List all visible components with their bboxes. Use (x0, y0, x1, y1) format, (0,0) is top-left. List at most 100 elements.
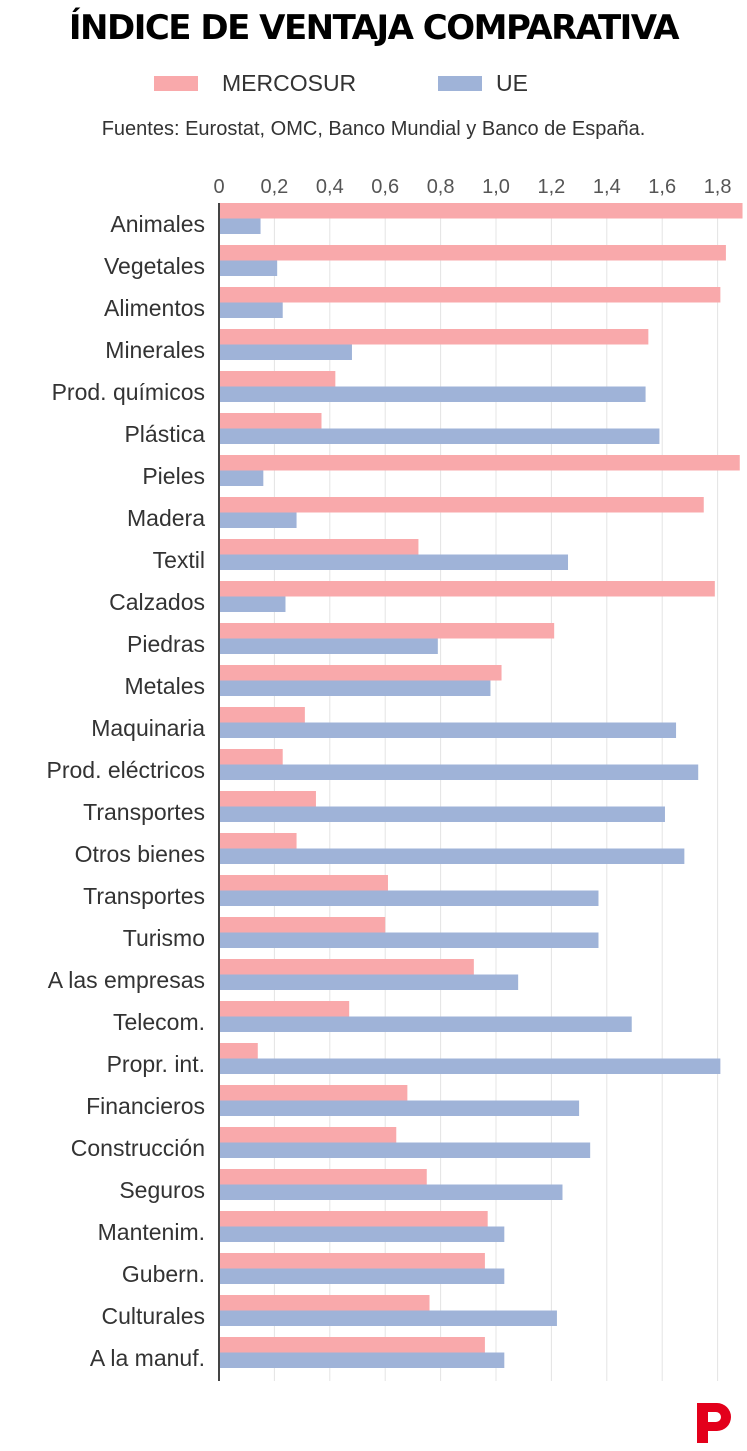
category-label: Piedras (127, 631, 205, 657)
bar-mercosur (219, 245, 726, 261)
bar-mercosur (219, 1127, 397, 1143)
category-label: Seguros (119, 1177, 205, 1203)
bar-mercosur (219, 959, 474, 975)
category-label: Maquinaria (91, 715, 205, 741)
x-tick-label: 1,4 (593, 176, 621, 198)
category-label: A la manuf. (90, 1345, 205, 1371)
x-tick-label: 0,4 (316, 176, 344, 198)
x-tick-label: 1,2 (537, 176, 565, 198)
legend-swatch-mercosur (154, 76, 198, 91)
bar-ue (219, 1226, 505, 1242)
category-label: Transportes (83, 883, 205, 909)
legend-item-ue: UE (438, 70, 528, 97)
bar-ue (219, 680, 491, 696)
legend-label-mercosur: MERCOSUR (222, 70, 357, 96)
bar-ue (219, 1310, 557, 1326)
bar-mercosur (219, 1085, 408, 1101)
x-tick-label: 0,6 (371, 176, 399, 198)
bar-ue (219, 554, 569, 570)
bar-mercosur (219, 1211, 488, 1227)
category-label: Telecom. (113, 1009, 205, 1035)
bar-ue (219, 974, 519, 990)
category-label: Textil (153, 547, 205, 573)
x-tick-label: 0,2 (260, 176, 288, 198)
bar-ue (219, 302, 283, 318)
bar-mercosur (219, 539, 419, 555)
category-label: Otros bienes (75, 841, 205, 867)
category-label: Plástica (124, 421, 205, 447)
category-label: Gubern. (122, 1261, 205, 1287)
category-label: Financieros (86, 1093, 205, 1119)
publisher-logo-icon (697, 1403, 731, 1443)
x-tick-label: 1,0 (482, 176, 510, 198)
bar-mercosur (219, 623, 555, 639)
bar-ue (219, 890, 599, 906)
bar-mercosur (219, 875, 388, 891)
bar-mercosur (219, 1001, 350, 1017)
bar-mercosur (219, 1337, 485, 1353)
bar-ue (219, 1058, 721, 1074)
bar-ue (219, 344, 352, 360)
bar-ue (219, 722, 677, 738)
bar-ue (219, 806, 665, 822)
chart-source: Fuentes: Eurostat, OMC, Banco Mundial y … (101, 118, 646, 140)
bar-ue (219, 218, 261, 234)
category-label: Pieles (142, 463, 205, 489)
bar-ue (219, 428, 660, 444)
bar-mercosur (219, 665, 502, 681)
chart-title: ÍNDICE DE VENTAJA COMPARATIVA (68, 8, 680, 48)
bar-mercosur (219, 791, 316, 807)
bar-ue (219, 1016, 632, 1032)
category-label: Madera (127, 505, 205, 531)
legend-label-ue: UE (496, 70, 528, 96)
category-label: Culturales (101, 1303, 205, 1329)
bar-ue (219, 638, 438, 654)
bar-ue (219, 260, 278, 276)
x-tick-label: 1,8 (704, 176, 732, 198)
category-label: Vegetales (104, 253, 205, 279)
bar-mercosur (219, 455, 740, 471)
bar-mercosur (219, 203, 743, 219)
category-label: Prod. eléctricos (46, 757, 205, 783)
bar-mercosur (219, 329, 649, 345)
category-label: Turismo (123, 925, 205, 951)
bar-mercosur (219, 917, 386, 933)
legend: MERCOSUR UE (0, 70, 747, 100)
bar-ue (219, 1184, 563, 1200)
category-label: Minerales (105, 337, 205, 363)
category-label: Construcción (71, 1135, 205, 1161)
x-tick-label: 1,6 (648, 176, 676, 198)
bar-ue (219, 386, 646, 402)
bar-mercosur (219, 371, 336, 387)
bar-ue (219, 932, 599, 948)
bar-mercosur (219, 581, 715, 597)
category-label: Calzados (109, 589, 205, 615)
bar-mercosur (219, 833, 297, 849)
legend-swatch-ue (438, 76, 482, 91)
x-tick-label: 0,8 (427, 176, 455, 198)
bar-ue (219, 470, 264, 486)
bar-ue (219, 1352, 505, 1368)
bar-ue (219, 1100, 580, 1116)
category-label: Alimentos (104, 295, 205, 321)
category-label: Metales (124, 673, 205, 699)
bar-mercosur (219, 1253, 485, 1269)
category-label: A las empresas (48, 967, 205, 993)
category-label: Propr. int. (107, 1051, 205, 1077)
bar-mercosur (219, 1043, 258, 1059)
bar-mercosur (219, 1169, 427, 1185)
bar-mercosur (219, 287, 721, 303)
category-label: Mantenim. (98, 1219, 205, 1245)
category-label: Animales (110, 211, 205, 237)
bar-ue (219, 1268, 505, 1284)
category-label: Prod. químicos (52, 379, 205, 405)
bar-mercosur (219, 707, 305, 723)
legend-item-mercosur: MERCOSUR (154, 70, 356, 97)
bar-mercosur (219, 497, 704, 513)
category-label: Transportes (83, 799, 205, 825)
bar-ue (219, 512, 297, 528)
x-tick-label: 0 (213, 176, 224, 198)
bar-ue (219, 848, 685, 864)
bar-ue (219, 596, 286, 612)
